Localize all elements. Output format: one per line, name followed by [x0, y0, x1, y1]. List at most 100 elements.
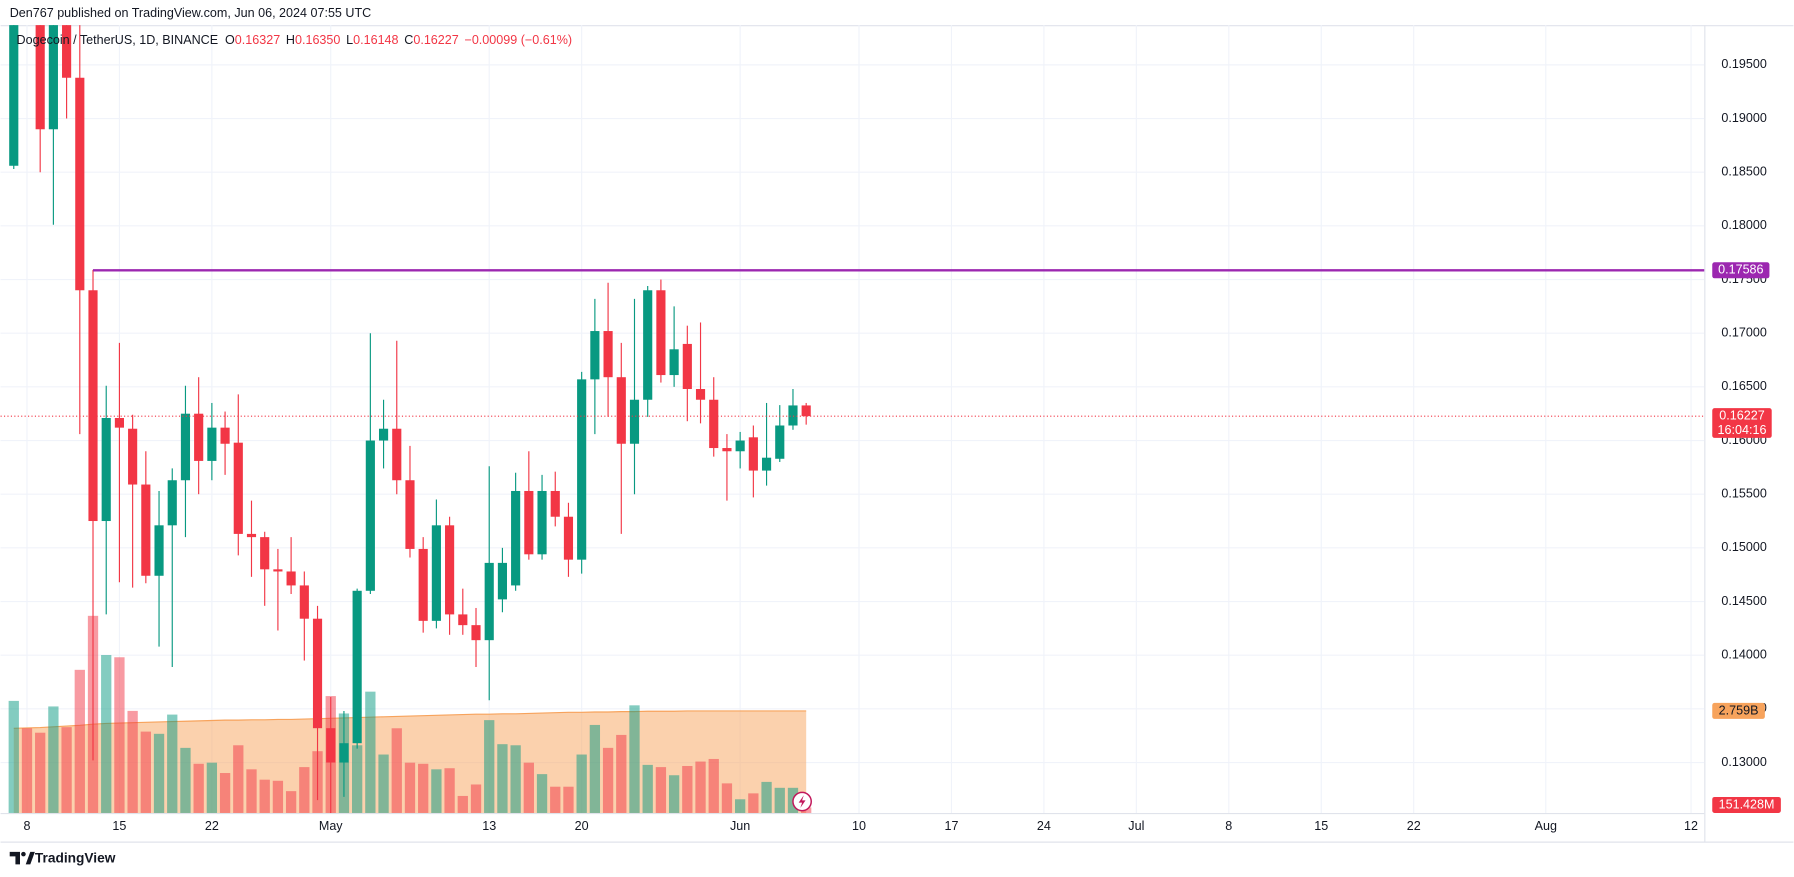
- candle-body: [656, 290, 666, 376]
- candle-body: [101, 417, 111, 522]
- brand-logo: [9, 851, 35, 865]
- volume-bar: [74, 669, 85, 813]
- legend-field-value: 0.16227: [413, 33, 458, 47]
- x-tick-label: 15: [112, 819, 126, 833]
- volume-bar: [418, 763, 429, 813]
- candle-body: [418, 548, 428, 621]
- candle-body: [233, 442, 243, 534]
- candle-body: [524, 490, 534, 555]
- legend-field-name: L: [346, 33, 353, 47]
- volume-bar: [206, 762, 218, 813]
- candle-body: [775, 425, 785, 459]
- y-tick-label: 0.18500: [1721, 165, 1766, 179]
- volume-bar: [695, 761, 706, 813]
- candle-body: [537, 490, 547, 555]
- volume-bar: [642, 764, 653, 813]
- y-tick-label: 0.16500: [1721, 379, 1766, 393]
- volume-bar: [140, 731, 151, 813]
- y-tick-label: 0.17000: [1721, 326, 1766, 340]
- y-tick-label: 0.15500: [1721, 487, 1766, 501]
- candle-body: [682, 343, 692, 390]
- volume-bar: [431, 769, 442, 813]
- candle-body: [629, 399, 640, 444]
- candle-body: [378, 428, 389, 441]
- candle-body: [141, 484, 151, 576]
- candle-body: [220, 427, 230, 444]
- legend-field-value: 0.16350: [295, 33, 340, 47]
- volume-bar: [735, 799, 746, 813]
- volume-bar: [470, 784, 482, 813]
- volume-bar: [219, 773, 231, 813]
- y-tick-label: 0.14500: [1721, 594, 1766, 608]
- candle-body: [788, 405, 798, 426]
- volume-ma-line: [13, 710, 807, 729]
- candle-body: [299, 585, 309, 619]
- volume-bar: [233, 745, 244, 813]
- volume-bar: [444, 768, 455, 813]
- candle-body: [9, 25, 19, 166]
- volume-bar: [655, 767, 667, 813]
- last-price-box: [1712, 408, 1772, 438]
- candle-body: [801, 405, 811, 417]
- x-tick-label: 15: [1314, 819, 1328, 833]
- candle-body: [75, 77, 85, 291]
- volume-bar: [616, 734, 627, 813]
- candle-body: [577, 379, 587, 560]
- volume-bar: [352, 745, 363, 813]
- legend-symbol: Dogecoin / TetherUS, 1D, BINANCE: [17, 33, 219, 47]
- x-tick-label: 8: [1225, 819, 1232, 833]
- x-tick-label: 17: [944, 819, 958, 833]
- candle-body: [550, 490, 560, 517]
- candle-body: [286, 571, 296, 586]
- volume-bar: [721, 783, 733, 813]
- candle-body: [563, 516, 574, 560]
- candle-body: [352, 590, 362, 744]
- level-label: 0.17586: [1718, 263, 1763, 277]
- y-tick-label: 0.14000: [1721, 648, 1766, 662]
- volume-bar: [602, 747, 614, 813]
- candle-body: [735, 440, 745, 452]
- volume-bar: [35, 732, 46, 813]
- legend-field-name: H: [286, 33, 295, 47]
- x-tick-label: Aug: [1535, 819, 1557, 833]
- candle-body: [511, 490, 521, 586]
- volume-bar: [563, 786, 574, 813]
- volume-bar: [299, 767, 310, 813]
- volume-bar: [761, 781, 772, 813]
- y-tick-label: 0.19000: [1721, 111, 1766, 125]
- y-tick-label: 0.19500: [1721, 57, 1766, 71]
- candle-body: [431, 525, 441, 621]
- candle-body: [643, 290, 653, 400]
- x-tick-label: 10: [852, 819, 866, 833]
- x-tick-label: 22: [1407, 819, 1421, 833]
- candle-body: [590, 331, 600, 380]
- candle-body: [392, 428, 402, 481]
- x-tick-label: 20: [575, 819, 589, 833]
- volume-bar: [180, 747, 191, 813]
- candle-body: [48, 25, 58, 130]
- candle-body: [88, 290, 98, 522]
- candle-body: [128, 428, 138, 485]
- y-tick-label: 0.15000: [1721, 540, 1766, 554]
- legend: Dogecoin / TetherUS, 1D, BINANCE O0.16327…: [17, 33, 572, 47]
- volume-bar: [114, 657, 125, 813]
- candle-body: [167, 480, 177, 526]
- volume-bar: [748, 793, 759, 813]
- volume-bar: [774, 787, 785, 813]
- candle-body: [339, 743, 349, 763]
- legend-field-value: 0.16327: [235, 33, 280, 47]
- volume-bar: [246, 769, 257, 813]
- volume-bar: [576, 754, 587, 813]
- volume-bar: [536, 774, 548, 813]
- candle-body: [616, 377, 626, 444]
- x-tick-label: 13: [482, 819, 496, 833]
- candle-body: [154, 525, 164, 576]
- volume-bar: [497, 744, 508, 813]
- volume-pane: [8, 615, 812, 813]
- legend-change: −0.00099 (−0.61%): [464, 33, 572, 47]
- candle-body: [365, 440, 375, 591]
- volume-bar: [484, 720, 495, 813]
- volume-ma-label: 2.759B: [1719, 703, 1759, 717]
- x-tick-label: 24: [1037, 819, 1051, 833]
